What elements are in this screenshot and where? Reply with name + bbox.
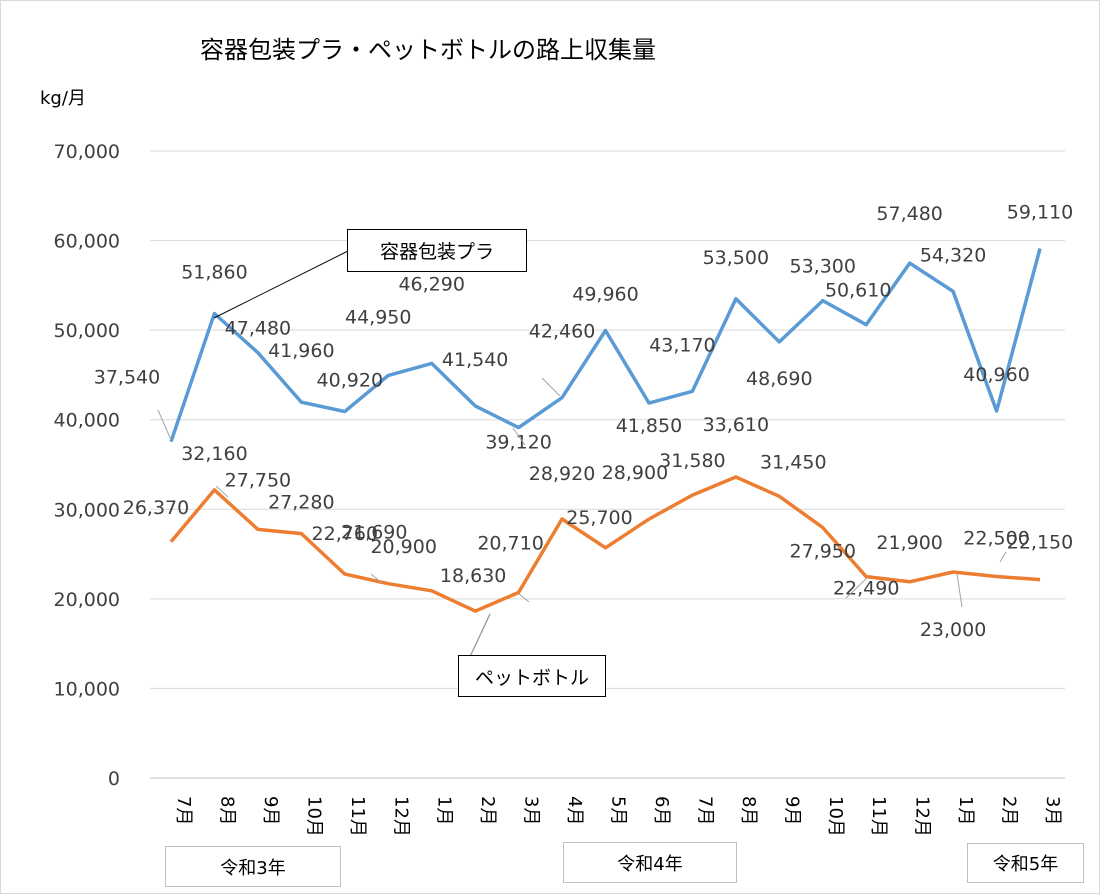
data-label: 21,900 (876, 532, 942, 554)
data-label: 53,300 (790, 256, 856, 278)
y-tick-label: 20,000 (54, 589, 120, 611)
data-label: 22,150 (1007, 532, 1073, 554)
x-tick-label: 2月 (999, 796, 1020, 825)
y-tick-label: 40,000 (54, 410, 120, 432)
data-label: 22,500 (963, 527, 1029, 549)
x-tick-label: 4月 (564, 796, 585, 825)
x-tick-label: 12月 (390, 796, 411, 837)
x-tick-label: 7月 (173, 796, 194, 825)
data-label-leader (999, 551, 1007, 563)
data-label: 40,920 (317, 369, 383, 391)
data-label-leader (518, 593, 530, 603)
data-label: 32,160 (181, 443, 247, 465)
series-callout-plastic: 容器包装プラ (347, 229, 527, 272)
data-label: 26,370 (123, 497, 189, 519)
data-label: 27,280 (268, 492, 334, 514)
data-label: 18,630 (440, 565, 506, 587)
data-label: 51,860 (181, 261, 247, 283)
x-tick-label: 2月 (477, 796, 498, 825)
data-label: 50,610 (825, 280, 891, 302)
x-tick-label: 1月 (955, 796, 976, 825)
y-tick-label: 70,000 (54, 141, 120, 163)
x-tick-label: 9月 (260, 796, 281, 825)
x-tick-label: 1月 (434, 796, 455, 825)
data-label-leader (215, 485, 229, 498)
data-label: 37,540 (94, 367, 160, 389)
data-label: 23,000 (920, 619, 986, 641)
data-label: 25,700 (566, 507, 632, 529)
data-label: 20,710 (477, 532, 543, 554)
data-label-leader (845, 577, 868, 599)
x-tick-label: 3月 (521, 796, 542, 825)
callout-leader (213, 249, 351, 319)
data-label-leader (512, 427, 526, 446)
x-tick-label: 5月 (608, 796, 629, 825)
data-label: 42,460 (529, 321, 595, 343)
x-tick-label: 7月 (694, 796, 715, 825)
data-label-leader (157, 409, 172, 441)
data-label: 48,690 (746, 368, 812, 390)
x-tick-label: 8月 (738, 796, 759, 825)
data-label: 47,480 (225, 318, 291, 340)
x-tick-label: 10月 (303, 796, 324, 837)
y-tick-label: 30,000 (54, 499, 120, 521)
x-tick-label: 9月 (781, 796, 802, 825)
x-tick-label: 10月 (825, 796, 846, 837)
era-label-r4: 令和4年 (563, 842, 737, 883)
y-axis-unit: kg/月 (40, 88, 86, 109)
data-label: 39,120 (485, 432, 551, 454)
y-tick-label: 50,000 (54, 320, 120, 342)
data-label: 46,290 (398, 273, 464, 295)
data-label: 44,950 (345, 306, 411, 328)
data-label: 31,450 (760, 451, 826, 473)
era-label-r3: 令和3年 (165, 846, 341, 887)
data-label: 57,480 (876, 203, 942, 225)
data-label: 27,750 (225, 469, 291, 491)
series-line-plastic (169, 248, 1042, 443)
data-label: 53,500 (703, 247, 769, 269)
data-label: 22,760 (312, 523, 378, 545)
data-label: 20,900 (370, 536, 436, 558)
data-label: 33,610 (703, 414, 769, 436)
data-label: 21,690 (341, 522, 407, 544)
y-tick-label: 10,000 (54, 678, 120, 700)
data-label: 59,110 (1007, 202, 1073, 224)
x-tick-label: 11月 (347, 796, 368, 837)
data-label: 27,950 (790, 541, 856, 563)
x-tick-label: 3月 (1042, 796, 1063, 825)
data-label: 28,920 (529, 463, 595, 485)
series-line-pet-bottle (169, 475, 1041, 613)
x-tick-label: 11月 (868, 796, 889, 837)
data-label: 43,170 (649, 334, 715, 356)
x-tick-label: 6月 (651, 796, 672, 825)
y-tick-label: 60,000 (54, 231, 120, 253)
x-tick-label: 12月 (912, 796, 933, 837)
era-label-r5: 令和5年 (967, 843, 1084, 883)
data-label-leader (541, 377, 561, 397)
data-label-leader (370, 573, 383, 584)
x-tick-label: 8月 (216, 796, 237, 825)
data-label: 41,960 (268, 340, 334, 362)
y-tick-label: 0 (108, 768, 120, 790)
series-callout-pet-bottle: ペットボトル (458, 655, 606, 697)
chart-title: 容器包装プラ・ペットボトルの路上収集量 (200, 36, 656, 64)
data-label: 31,580 (659, 450, 725, 472)
data-label: 54,320 (920, 244, 986, 266)
data-label: 40,960 (963, 364, 1029, 386)
data-label: 22,490 (833, 578, 899, 600)
data-label-leader (956, 573, 963, 608)
data-label: 28,900 (602, 462, 668, 484)
data-label: 49,960 (572, 284, 638, 306)
data-label: 41,540 (442, 349, 508, 371)
data-label: 41,850 (616, 415, 682, 437)
